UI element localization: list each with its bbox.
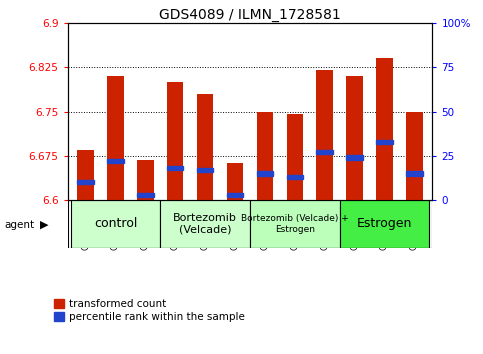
FancyBboxPatch shape: [71, 200, 160, 248]
Bar: [137, 193, 154, 197]
Bar: [107, 76, 124, 200]
Text: control: control: [94, 217, 137, 230]
Text: ▶: ▶: [40, 220, 48, 230]
Bar: [227, 163, 243, 200]
Legend: transformed count, percentile rank within the sample: transformed count, percentile rank withi…: [54, 299, 245, 322]
Bar: [107, 159, 124, 163]
Bar: [406, 171, 423, 176]
Bar: [197, 94, 213, 200]
Bar: [316, 150, 333, 154]
Bar: [167, 82, 184, 200]
FancyBboxPatch shape: [340, 200, 429, 248]
Bar: [406, 112, 423, 200]
FancyBboxPatch shape: [160, 200, 250, 248]
Bar: [256, 171, 273, 176]
Text: Bortezomib (Velcade) +
Estrogen: Bortezomib (Velcade) + Estrogen: [241, 214, 349, 234]
Bar: [137, 160, 154, 200]
Text: agent: agent: [5, 220, 35, 230]
Bar: [77, 150, 94, 200]
Bar: [286, 114, 303, 200]
Text: Estrogen: Estrogen: [357, 217, 412, 230]
Bar: [346, 76, 363, 200]
Bar: [256, 112, 273, 200]
Text: Bortezomib
(Velcade): Bortezomib (Velcade): [173, 213, 237, 235]
Bar: [376, 139, 393, 144]
FancyBboxPatch shape: [250, 200, 340, 248]
Bar: [77, 180, 94, 184]
Bar: [227, 193, 243, 197]
Bar: [286, 175, 303, 179]
Bar: [167, 166, 184, 170]
Title: GDS4089 / ILMN_1728581: GDS4089 / ILMN_1728581: [159, 8, 341, 22]
Bar: [316, 70, 333, 200]
Bar: [346, 155, 363, 160]
Bar: [376, 58, 393, 200]
Bar: [197, 168, 213, 172]
